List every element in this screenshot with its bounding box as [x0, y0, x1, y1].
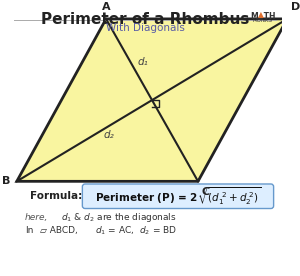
Text: $d_1$ & $d_2$ are the diagonals: $d_1$ & $d_2$ are the diagonals	[61, 211, 176, 224]
Text: B: B	[2, 176, 10, 186]
Text: In: In	[25, 226, 33, 235]
Text: With Diagonals: With Diagonals	[106, 23, 184, 33]
Text: D: D	[291, 2, 300, 12]
Text: Formula:: Formula:	[31, 191, 83, 201]
Text: Perimeter of a Rhombus: Perimeter of a Rhombus	[41, 12, 249, 27]
Text: ▱ ABCD,: ▱ ABCD,	[40, 226, 78, 235]
FancyBboxPatch shape	[82, 184, 274, 208]
Text: Perimeter (P) = 2$\sqrt{(d_1^{\ 2}+d_2^{\ 2})}$: Perimeter (P) = 2$\sqrt{(d_1^{\ 2}+d_2^{…	[95, 185, 261, 207]
Text: MONKS: MONKS	[253, 18, 273, 23]
Text: d₁: d₁	[137, 57, 148, 67]
Text: here,: here,	[25, 213, 48, 222]
Text: d₂: d₂	[103, 130, 114, 140]
Polygon shape	[17, 19, 287, 181]
Text: $d_1$ = AC,  $d_2$ = BD: $d_1$ = AC, $d_2$ = BD	[95, 224, 177, 237]
Text: C: C	[201, 187, 210, 197]
Text: A: A	[102, 2, 110, 12]
Text: M▲TH: M▲TH	[250, 11, 275, 20]
Text: ▲: ▲	[258, 10, 264, 19]
